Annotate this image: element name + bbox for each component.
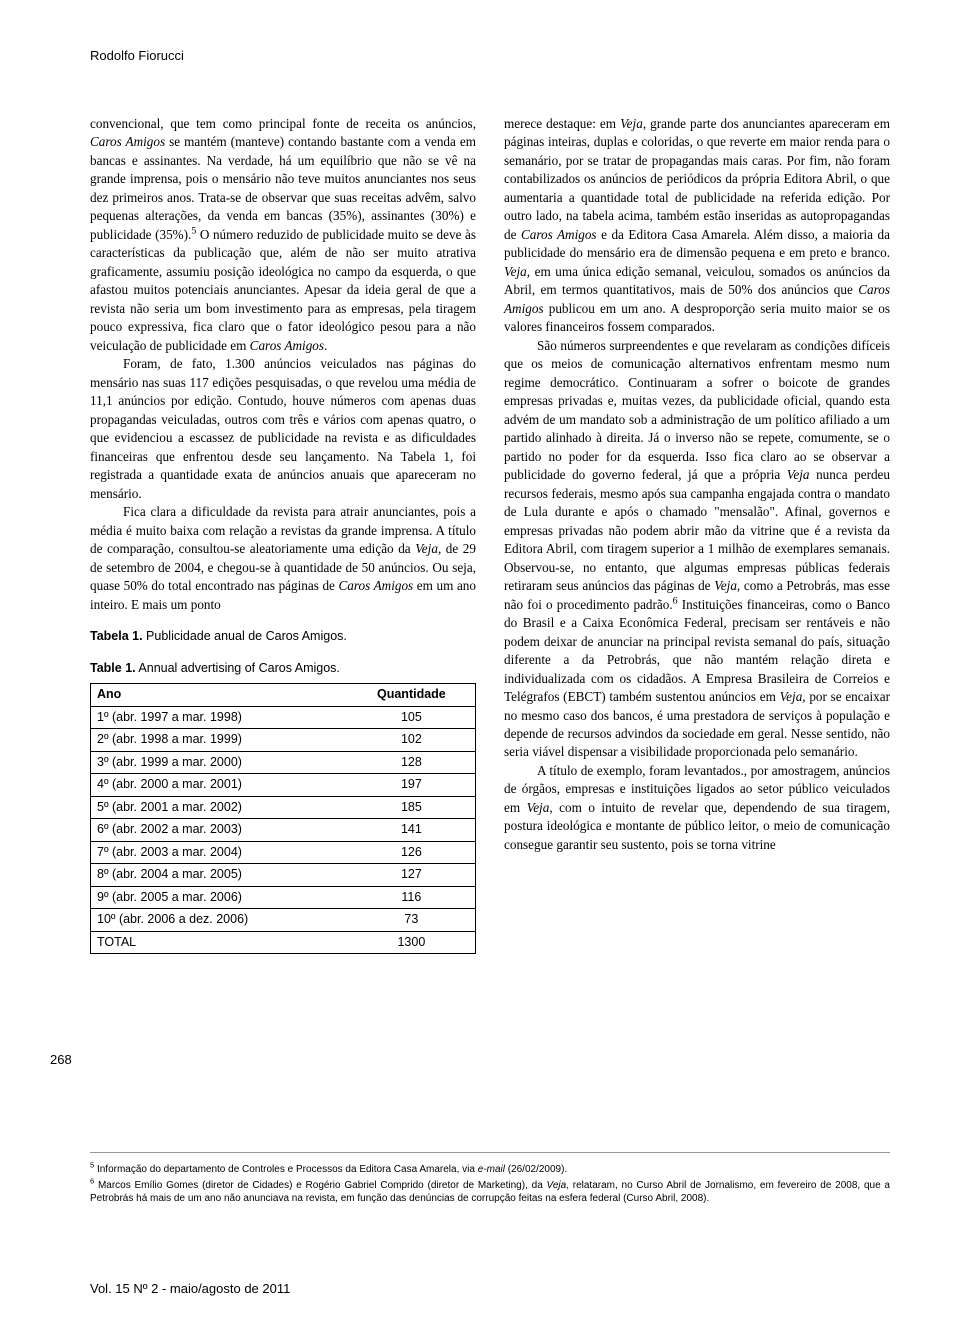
text: . — [324, 338, 327, 353]
cell-year: 2º (abr. 1998 a mar. 1999) — [91, 729, 348, 752]
right-column: merece destaque: em Veja, grande parte d… — [504, 115, 890, 954]
italic-veja: Veja — [780, 689, 803, 704]
caption-text: Publicidade anual de Caros Amigos. — [143, 629, 347, 643]
italic-caros-amigos: Caros Amigos — [521, 227, 597, 242]
table-row: 3º (abr. 1999 a mar. 2000)128 — [91, 751, 476, 774]
left-para-3: Fica clara a dificuldade da revista para… — [90, 503, 476, 614]
text: publicou em um ano. A desproporção seria… — [504, 301, 890, 334]
cell-quantity: 105 — [348, 706, 476, 729]
cell-year: 5º (abr. 2001 a mar. 2002) — [91, 796, 348, 819]
table-row: 9º (abr. 2005 a mar. 2006)116 — [91, 886, 476, 909]
table-caption-en: Table 1. Annual advertising of Caros Ami… — [90, 660, 476, 678]
table-caption-pt: Tabela 1. Publicidade anual de Caros Ami… — [90, 628, 476, 646]
footnotes-block: 5 Informação do departamento de Controle… — [90, 1152, 890, 1208]
table-row: 4º (abr. 2000 a mar. 2001)197 — [91, 774, 476, 797]
cell-year: 1º (abr. 1997 a mar. 1998) — [91, 706, 348, 729]
italic-veja: Veja — [547, 1180, 567, 1191]
italic-caros-amigos: Caros Amigos — [90, 134, 165, 149]
cell-year: 6º (abr. 2002 a mar. 2003) — [91, 819, 348, 842]
italic-veja: Veja — [527, 800, 550, 815]
total-value: 1300 — [348, 931, 476, 954]
col-header-year: Ano — [91, 684, 348, 707]
page-footer: Vol. 15 Nº 2 - maio/agosto de 2011 — [90, 1281, 290, 1296]
table-row: 5º (abr. 2001 a mar. 2002)185 — [91, 796, 476, 819]
cell-year: 4º (abr. 2000 a mar. 2001) — [91, 774, 348, 797]
text: , em uma única edição semanal, veiculou,… — [504, 264, 890, 297]
text: São números surpreendentes e que revelar… — [504, 338, 890, 482]
text: Instituições financeiras, como o Banco d… — [504, 597, 890, 704]
table-row: 2º (abr. 1998 a mar. 1999)102 — [91, 729, 476, 752]
advertising-table: Ano Quantidade 1º (abr. 1997 a mar. 1998… — [90, 683, 476, 954]
text: nunca perdeu recursos federais, mesmo ap… — [504, 467, 890, 593]
italic-email: e-mail — [478, 1164, 505, 1175]
italic-veja: Veja — [504, 264, 527, 279]
running-head: Rodolfo Fiorucci — [90, 48, 890, 63]
cell-quantity: 141 — [348, 819, 476, 842]
total-label: TOTAL — [91, 931, 348, 954]
cell-quantity: 116 — [348, 886, 476, 909]
italic-veja: Veja — [415, 541, 438, 556]
page-number: 268 — [50, 1052, 72, 1067]
table-row: 10º (abr. 2006 a dez. 2006)73 — [91, 909, 476, 932]
table-header-row: Ano Quantidade — [91, 684, 476, 707]
text: se mantém (manteve) contando bastante co… — [90, 134, 476, 241]
cell-quantity: 128 — [348, 751, 476, 774]
italic-veja: Veja — [620, 116, 643, 131]
italic-veja: Veja — [714, 578, 737, 593]
cell-year: 3º (abr. 1999 a mar. 2000) — [91, 751, 348, 774]
caption-label: Table 1. — [90, 661, 136, 675]
italic-veja: Veja — [787, 467, 810, 482]
footnote-5: 5 Informação do departamento de Controle… — [90, 1163, 890, 1177]
cell-quantity: 126 — [348, 841, 476, 864]
text-columns: convencional, que tem como principal fon… — [90, 115, 890, 954]
italic-caros-amigos: Caros Amigos — [250, 338, 324, 353]
table-row: 1º (abr. 1997 a mar. 1998)105 — [91, 706, 476, 729]
text: Informação do departamento de Controles … — [94, 1164, 478, 1175]
cell-quantity: 73 — [348, 909, 476, 932]
right-para-1: merece destaque: em Veja, grande parte d… — [504, 115, 890, 337]
right-para-3: A título de exemplo, foram levantados., … — [504, 762, 890, 854]
table-row: 7º (abr. 2003 a mar. 2004)126 — [91, 841, 476, 864]
cell-year: 10º (abr. 2006 a dez. 2006) — [91, 909, 348, 932]
cell-year: 8º (abr. 2004 a mar. 2005) — [91, 864, 348, 887]
text: , com o intuito de revelar que, dependen… — [504, 800, 890, 852]
text: merece destaque: em — [504, 116, 620, 131]
cell-quantity: 127 — [348, 864, 476, 887]
caption-text: Annual advertising of Caros Amigos. — [136, 661, 340, 675]
text: O número reduzido de publicidade muito s… — [90, 227, 476, 353]
cell-year: 9º (abr. 2005 a mar. 2006) — [91, 886, 348, 909]
right-para-2: São números surpreendentes e que revelar… — [504, 337, 890, 762]
footnote-6: 6 Marcos Emílio Gomes (diretor de Cidade… — [90, 1179, 890, 1206]
table-row: 8º (abr. 2004 a mar. 2005)127 — [91, 864, 476, 887]
table-row: 6º (abr. 2002 a mar. 2003)141 — [91, 819, 476, 842]
italic-caros-amigos: Caros Amigos — [339, 578, 414, 593]
cell-quantity: 102 — [348, 729, 476, 752]
left-para-2: Foram, de fato, 1.300 anúncios veiculado… — [90, 355, 476, 503]
col-header-quantity: Quantidade — [348, 684, 476, 707]
text: , grande parte dos anunciantes aparecera… — [504, 116, 890, 242]
cell-quantity: 197 — [348, 774, 476, 797]
left-para-1: convencional, que tem como principal fon… — [90, 115, 476, 355]
cell-year: 7º (abr. 2003 a mar. 2004) — [91, 841, 348, 864]
cell-quantity: 185 — [348, 796, 476, 819]
text: Marcos Emílio Gomes (diretor de Cidades)… — [94, 1180, 546, 1191]
text: (26/02/2009). — [505, 1164, 567, 1175]
text: convencional, que tem como principal fon… — [90, 116, 476, 131]
caption-label: Tabela 1. — [90, 629, 143, 643]
left-column: convencional, que tem como principal fon… — [90, 115, 476, 954]
table-total-row: TOTAL 1300 — [91, 931, 476, 954]
